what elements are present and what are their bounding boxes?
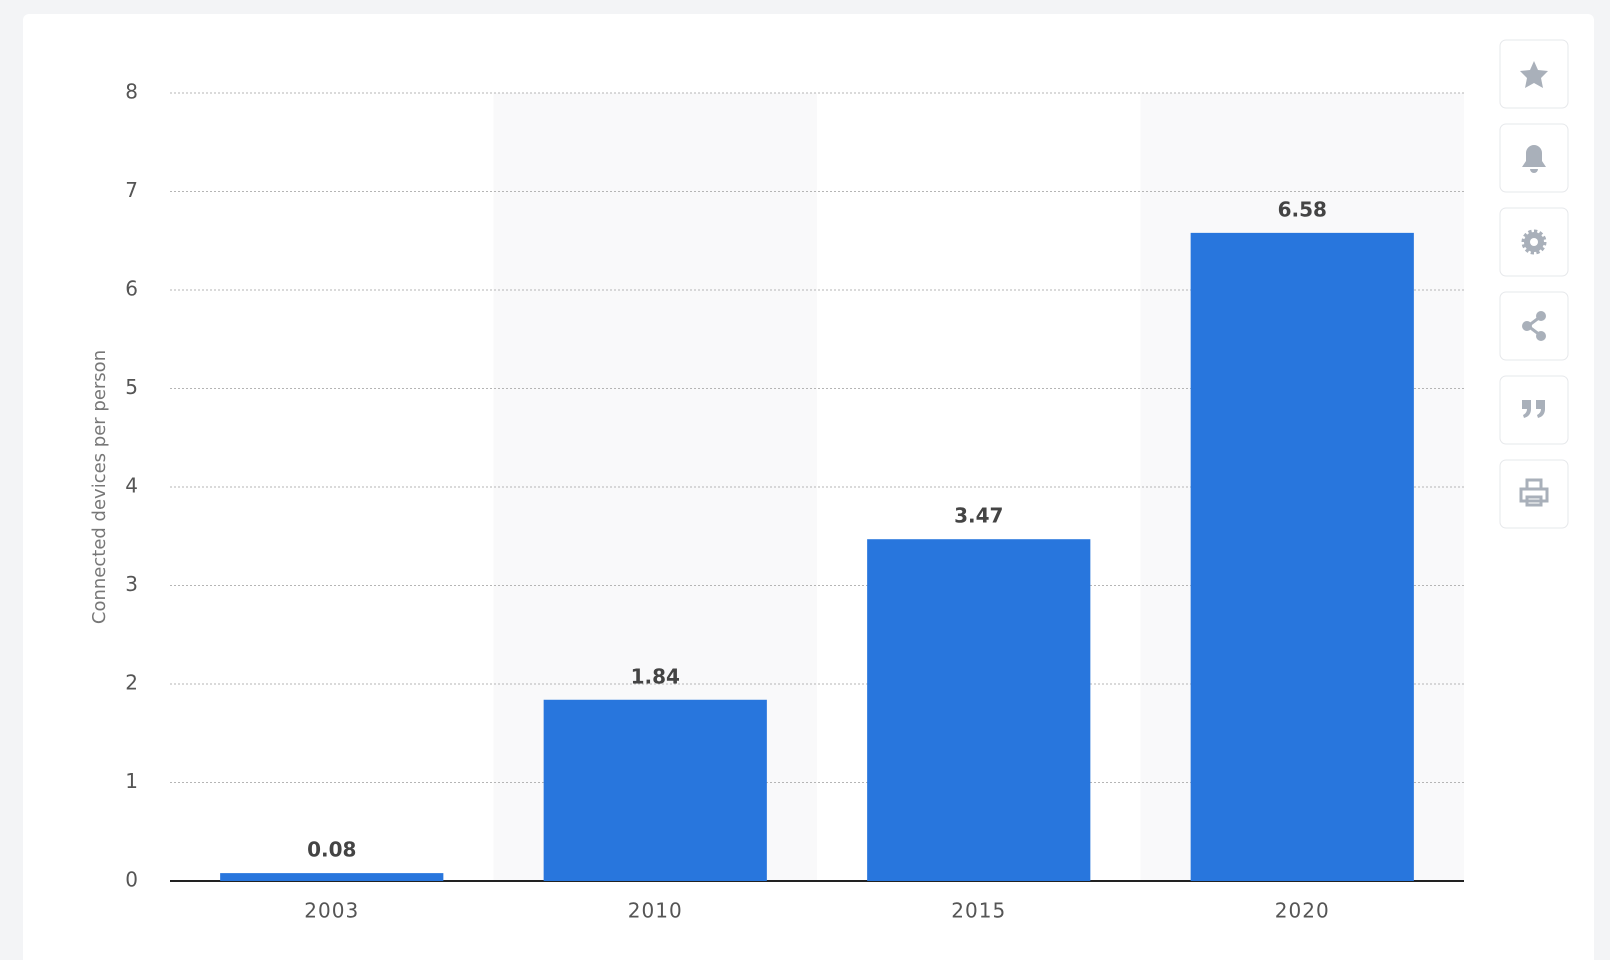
data-label: 0.08 bbox=[307, 838, 356, 862]
alert-button[interactable] bbox=[1499, 123, 1569, 193]
y-axis-label: Connected devices per person bbox=[89, 350, 110, 624]
x-tick-label: 2020 bbox=[1275, 899, 1330, 923]
share-button[interactable] bbox=[1499, 291, 1569, 361]
print-button[interactable] bbox=[1499, 459, 1569, 529]
y-tick-label: 8 bbox=[125, 80, 138, 104]
data-label: 1.84 bbox=[631, 664, 680, 688]
y-tick-label: 5 bbox=[125, 375, 138, 399]
bar bbox=[543, 699, 767, 881]
y-tick-label: 1 bbox=[125, 769, 138, 793]
bar bbox=[220, 873, 444, 881]
toolbar bbox=[1499, 39, 1569, 529]
cite-button[interactable] bbox=[1499, 375, 1569, 445]
bar bbox=[1190, 232, 1414, 881]
y-tick-label: 4 bbox=[125, 474, 138, 498]
x-tick-label: 2015 bbox=[951, 899, 1006, 923]
y-tick-label: 7 bbox=[125, 178, 138, 202]
y-tick-label: 2 bbox=[125, 671, 138, 695]
settings-button[interactable] bbox=[1499, 207, 1569, 277]
x-tick-label: 2010 bbox=[628, 899, 683, 923]
favorite-button[interactable] bbox=[1499, 39, 1569, 109]
x-tick-label: 2003 bbox=[304, 899, 359, 923]
bar bbox=[867, 539, 1091, 881]
y-tick-label: 0 bbox=[125, 868, 138, 892]
data-label: 3.47 bbox=[954, 504, 1003, 528]
y-tick-label: 6 bbox=[125, 277, 138, 301]
y-tick-label: 3 bbox=[125, 572, 138, 596]
data-label: 6.58 bbox=[1278, 197, 1327, 221]
marks: 2003 0.08 2010 1.84 2015 3.47 2020 6.58 bbox=[220, 197, 1414, 923]
